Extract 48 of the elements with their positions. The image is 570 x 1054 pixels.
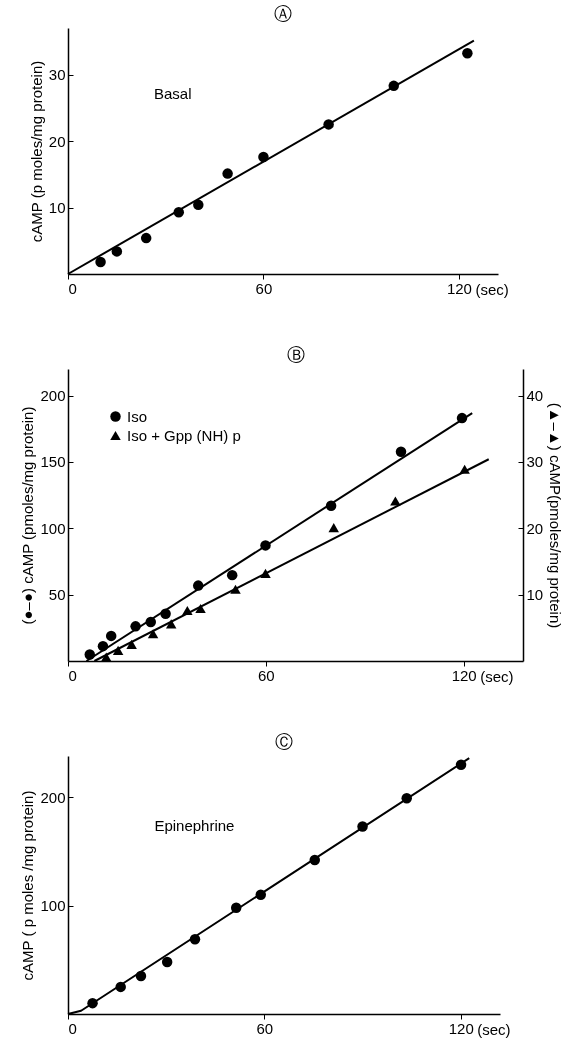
y-tick-label: 100	[40, 519, 66, 537]
x-tick-label: 60	[255, 279, 273, 297]
x-tick-label: 0	[68, 279, 77, 297]
y-tick-label: 30	[48, 66, 66, 84]
y-tick-label: 200	[40, 788, 66, 806]
annotation: Basal	[154, 85, 192, 103]
legend-label: Iso	[127, 407, 148, 425]
point	[161, 956, 173, 968]
point	[395, 446, 407, 457]
y-axis-title: cAMP (p moles/mg protein)	[27, 60, 45, 243]
x-tick-label: 120	[451, 666, 477, 684]
point	[95, 256, 106, 268]
x-tick-label: 60	[257, 666, 275, 684]
annotation: Epinephrine	[154, 816, 235, 834]
x-tick-label: 0	[68, 1019, 77, 1037]
point	[193, 199, 204, 211]
y-tick-label: 10	[48, 199, 66, 217]
y-tick-label: 20	[48, 132, 66, 150]
legend-label: Iso + Gpp (NH) p	[127, 426, 241, 444]
y2-tick-label: 30	[526, 453, 544, 471]
x-axis-title: (sec)	[480, 667, 514, 685]
y2-tick-label: 40	[526, 387, 544, 405]
point	[140, 232, 152, 244]
chart-title: Ⓑ	[286, 345, 305, 365]
x-tick-label: 120	[448, 1019, 474, 1037]
point	[390, 496, 401, 506]
x-tick-label: 0	[68, 666, 77, 684]
y-tick-label: 150	[40, 453, 66, 471]
x-tick-label: 120	[446, 279, 472, 297]
y-tick-label: 50	[48, 586, 66, 604]
point	[226, 569, 238, 581]
point	[222, 168, 233, 179]
y-axis-title: (●–●) cAMP (pmoles/mg protein)	[19, 406, 37, 625]
y2-tick-label: 20	[526, 519, 544, 537]
x-axis-title: (sec)	[477, 1020, 511, 1038]
point	[101, 652, 112, 662]
point	[462, 48, 473, 59]
y-axis-title: cAMP ( p moles /mg protein)	[19, 790, 37, 981]
point	[105, 630, 117, 642]
y2-tick-label: 10	[526, 586, 544, 604]
y-tick-label: 200	[40, 387, 66, 405]
x-axis-title: (sec)	[475, 280, 509, 298]
y2-axis-title: (▲–▲) cAMP(pmoles/mg protein)	[547, 402, 565, 629]
y-tick-label: 100	[40, 897, 66, 915]
chart-title: Ⓐ	[274, 4, 292, 24]
x-tick-label: 60	[256, 1019, 274, 1037]
point	[328, 523, 339, 533]
chart-title: Ⓒ	[275, 732, 293, 752]
